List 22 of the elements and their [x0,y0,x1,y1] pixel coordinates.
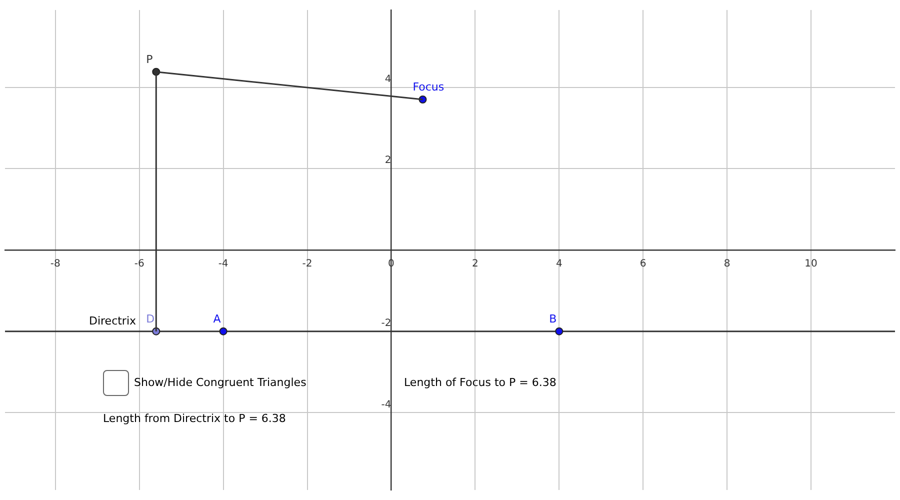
annotation: B [549,312,557,326]
x-tick-label: -6 [134,258,144,270]
x-tick-label: 6 [640,258,646,270]
x-tick-label: -8 [50,258,60,270]
x-tick-label: 10 [804,258,818,270]
y-tick-label: 4 [384,74,392,85]
annotation: Length of Focus to P = 6.38 [404,376,556,389]
annotation: A [213,312,222,326]
x-tick-label: 4 [556,258,562,270]
y-tick-label: -4 [381,399,392,410]
y-tick-label: -2 [381,318,392,329]
x-tick-label: -2 [302,258,312,270]
y-tick-label: 2 [384,155,392,166]
x-tick-label: -4 [218,258,228,270]
annotation: Length from Directrix to P = 6.38 [103,412,286,425]
ref-line-label: Directrix [89,314,137,328]
x-tick-label: 8 [724,258,730,270]
annotation: D [146,312,155,326]
x-tick-label: 2 [472,258,478,270]
annotation: P [146,52,154,66]
annotation: Show/Hide Congruent Triangles [134,376,306,389]
annotation: Focus [412,80,444,94]
